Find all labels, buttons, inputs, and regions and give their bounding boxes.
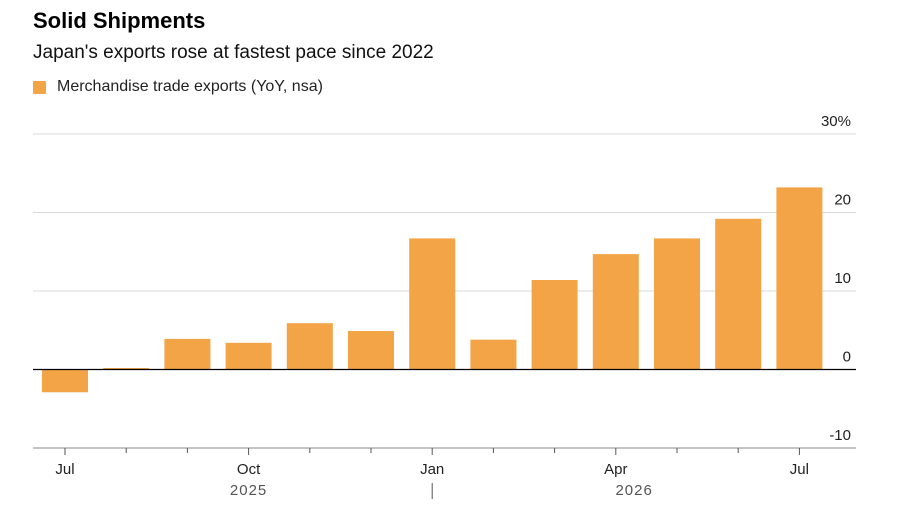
year-label: 2026 <box>615 482 652 499</box>
bar <box>225 342 272 370</box>
chart-subtitle: Japan's exports rose at fastest pace sin… <box>33 42 434 63</box>
legend: Merchandise trade exports (YoY, nsa) <box>33 78 323 96</box>
x-tick-label: Jul <box>790 461 809 478</box>
year-label: 2025 <box>230 482 267 499</box>
y-tick-label: 20 <box>834 192 851 209</box>
x-tick-label: Oct <box>237 461 261 478</box>
legend-swatch <box>33 80 46 94</box>
legend-label: Merchandise trade exports (YoY, nsa) <box>57 78 323 95</box>
bar <box>42 369 88 393</box>
bars <box>42 187 823 393</box>
y-tick-label: 0 <box>843 349 851 366</box>
y-tick-label: -10 <box>829 427 851 444</box>
bar <box>776 187 823 370</box>
x-tick-label: Jan <box>420 461 444 478</box>
axes: 30% 20 10 0 -10 Jul Oct Jan Apr Jul 2025 2026 <box>33 113 856 499</box>
y-tick-label: 10 <box>834 270 851 287</box>
x-tick-label: Apr <box>604 461 627 478</box>
y-tick-label: 30% <box>821 113 851 130</box>
bar <box>654 238 700 370</box>
bar <box>164 338 211 370</box>
bar <box>470 339 517 370</box>
bar <box>348 331 394 370</box>
x-tick-label: Jul <box>55 461 74 478</box>
bar <box>592 254 639 370</box>
chart-title: Solid Shipments <box>33 8 206 33</box>
bar <box>715 218 762 370</box>
bar <box>409 238 456 370</box>
bar <box>531 280 578 370</box>
bar <box>103 368 150 370</box>
bar <box>286 323 333 370</box>
